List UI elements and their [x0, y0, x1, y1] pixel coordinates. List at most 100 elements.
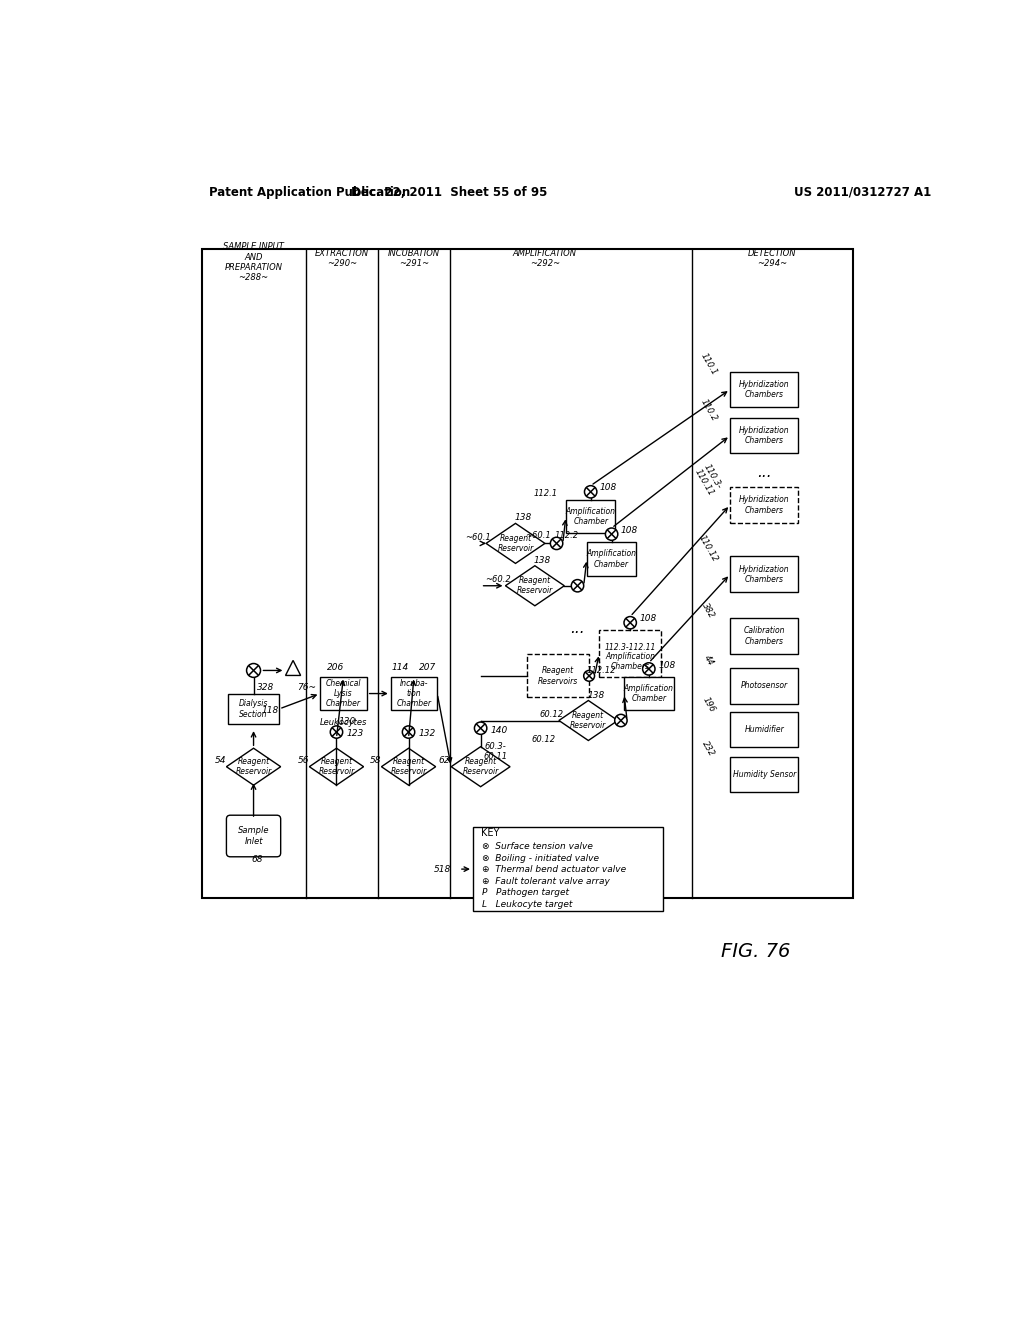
Text: Calibration
Chambers: Calibration Chambers [743, 626, 785, 645]
Text: Leukocytes: Leukocytes [319, 718, 368, 727]
Bar [730, 618, 799, 653]
Text: Humidifier: Humidifier [744, 725, 784, 734]
Text: 132: 132 [419, 729, 436, 738]
Text: Hybridization
Chambers: Hybridization Chambers [739, 495, 790, 515]
Polygon shape [286, 660, 301, 676]
Text: 44: 44 [701, 653, 715, 668]
Circle shape [584, 671, 595, 681]
Bar [624, 677, 674, 710]
Text: 328: 328 [257, 682, 274, 692]
Text: 68: 68 [252, 854, 263, 863]
Polygon shape [486, 524, 545, 564]
Circle shape [614, 714, 627, 726]
Text: 108: 108 [658, 660, 676, 669]
Bar [202, 249, 853, 898]
Circle shape [402, 726, 415, 738]
Text: Incuba-
tion
Chamber: Incuba- tion Chamber [396, 678, 431, 709]
Bar [599, 631, 662, 677]
Bar [587, 541, 636, 576]
Polygon shape [309, 748, 364, 785]
Bar [566, 499, 615, 533]
Text: 56: 56 [297, 756, 309, 766]
Text: Reagent
Reservoir: Reagent Reservoir [236, 756, 271, 776]
Text: 207: 207 [419, 663, 436, 672]
Polygon shape [452, 747, 510, 787]
Bar [473, 826, 663, 911]
Text: Hybridization
Chambers: Hybridization Chambers [739, 426, 790, 445]
Text: KEY: KEY [480, 828, 499, 838]
Bar [527, 655, 589, 697]
Text: 140: 140 [490, 726, 508, 735]
Text: 118: 118 [262, 706, 280, 715]
Text: 60.12: 60.12 [539, 710, 563, 719]
Text: 232: 232 [700, 739, 717, 758]
Text: Reagent
Reservoirs: Reagent Reservoirs [538, 667, 579, 685]
Text: Hybridization
Chambers: Hybridization Chambers [739, 565, 790, 583]
Text: 138: 138 [534, 556, 551, 565]
Text: L   Leukocyte target: L Leukocyte target [482, 900, 572, 909]
Bar [391, 677, 437, 710]
Text: Amplification
Chamber: Amplification Chamber [624, 684, 674, 704]
Text: 60.3-
60.11: 60.3- 60.11 [483, 742, 508, 762]
Text: US 2011/0312727 A1: US 2011/0312727 A1 [795, 186, 932, 199]
Circle shape [571, 579, 584, 591]
Text: Sample
Inlet: Sample Inlet [238, 826, 269, 846]
Polygon shape [506, 566, 564, 606]
Text: 114: 114 [391, 663, 409, 672]
Text: 110.12: 110.12 [697, 533, 720, 564]
Circle shape [585, 486, 597, 498]
Bar [730, 372, 799, 407]
Text: 54: 54 [214, 756, 226, 766]
Bar [321, 677, 367, 710]
Text: 110.2: 110.2 [698, 397, 719, 422]
Text: ⊕  Fault tolerant valve array: ⊕ Fault tolerant valve array [482, 876, 610, 886]
Text: DETECTION
~294~: DETECTION ~294~ [748, 248, 797, 268]
Text: 76~: 76~ [297, 682, 316, 692]
Bar [730, 668, 799, 704]
Text: 130: 130 [339, 717, 356, 726]
Text: ...: ... [570, 620, 585, 636]
Text: Amplification
Chambers: Amplification Chambers [605, 652, 655, 671]
Text: Hybridization
Chambers: Hybridization Chambers [739, 380, 790, 399]
Circle shape [643, 663, 655, 675]
Text: 112.12: 112.12 [587, 667, 616, 675]
Circle shape [550, 537, 563, 549]
Circle shape [605, 528, 617, 540]
Text: Reagent
Reservoir: Reagent Reservoir [517, 576, 553, 595]
Text: EXTRACTION
~290~: EXTRACTION ~290~ [314, 248, 369, 268]
Text: Chemical
Lysis
Chamber: Chemical Lysis Chamber [326, 678, 361, 709]
Text: Reagent
Reservoir: Reagent Reservoir [318, 756, 354, 776]
Bar [228, 694, 280, 723]
Text: 58: 58 [370, 756, 381, 766]
Circle shape [474, 722, 486, 734]
Polygon shape [381, 748, 435, 785]
Text: AMPLIFICATION
~292~: AMPLIFICATION ~292~ [513, 248, 577, 268]
Text: 108: 108 [621, 525, 638, 535]
Text: SAMPLE INPUT
AND
PREPARATION
~288~: SAMPLE INPUT AND PREPARATION ~288~ [223, 243, 284, 282]
Text: 108: 108 [600, 483, 617, 492]
Text: 206: 206 [327, 663, 344, 672]
Text: ⊗  Boiling - initiated valve: ⊗ Boiling - initiated valve [482, 854, 599, 863]
Text: FIG. 76: FIG. 76 [721, 942, 791, 961]
Text: 60.12: 60.12 [531, 735, 555, 744]
Text: 108: 108 [640, 614, 656, 623]
Text: Reagent
Reservoir: Reagent Reservoir [390, 756, 427, 776]
Text: 112.2: 112.2 [555, 531, 579, 540]
Text: ~60.1: ~60.1 [466, 533, 492, 541]
Circle shape [247, 664, 260, 677]
Text: Photosensor: Photosensor [740, 681, 787, 690]
Text: Humidity Sensor: Humidity Sensor [732, 770, 796, 779]
Text: INCUBATION
~291~: INCUBATION ~291~ [388, 248, 440, 268]
Text: ~60.2: ~60.2 [484, 576, 511, 583]
Text: ...: ... [757, 465, 772, 480]
Bar [730, 711, 799, 747]
Text: Dialysis
Section: Dialysis Section [239, 700, 268, 718]
Text: 196: 196 [700, 696, 717, 714]
Text: 110.3-
110.11: 110.3- 110.11 [692, 462, 724, 498]
FancyBboxPatch shape [226, 816, 281, 857]
Text: 518: 518 [434, 865, 452, 874]
Text: Reagent
Reservoir: Reagent Reservoir [463, 756, 499, 776]
Bar [730, 418, 799, 453]
Text: Reagent
Reservoir: Reagent Reservoir [570, 710, 606, 730]
Text: P   Pathogen target: P Pathogen target [482, 888, 569, 898]
